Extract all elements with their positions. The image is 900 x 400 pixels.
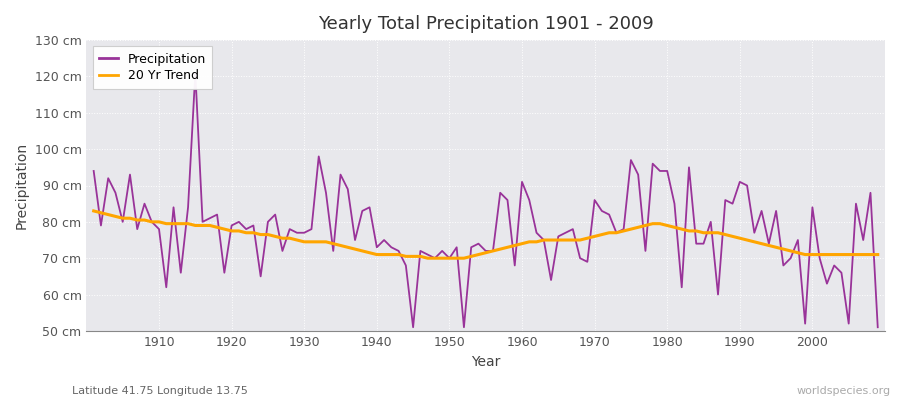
- Y-axis label: Precipitation: Precipitation: [15, 142, 29, 229]
- Text: Latitude 41.75 Longitude 13.75: Latitude 41.75 Longitude 13.75: [72, 386, 248, 396]
- 20 Yr Trend: [524, 240, 535, 244]
- 20 Yr Trend: [306, 240, 317, 244]
- Text: worldspecies.org: worldspecies.org: [796, 386, 891, 396]
- Line: 20 Yr Trend: 20 Yr Trend: [94, 211, 878, 258]
- Precipitation: [408, 325, 418, 330]
- Line: Precipitation: Precipitation: [94, 73, 878, 327]
- X-axis label: Year: Year: [471, 355, 500, 369]
- Precipitation: [357, 208, 368, 213]
- 20 Yr Trend: [88, 208, 99, 213]
- Precipitation: [313, 154, 324, 159]
- Precipitation: [524, 198, 535, 202]
- 20 Yr Trend: [147, 220, 158, 224]
- 20 Yr Trend: [611, 230, 622, 235]
- Legend: Precipitation, 20 Yr Trend: Precipitation, 20 Yr Trend: [93, 46, 212, 89]
- Precipitation: [531, 230, 542, 235]
- Precipitation: [618, 227, 629, 232]
- Precipitation: [872, 325, 883, 330]
- 20 Yr Trend: [349, 247, 360, 252]
- Title: Yearly Total Precipitation 1901 - 2009: Yearly Total Precipitation 1901 - 2009: [318, 15, 653, 33]
- Precipitation: [88, 168, 99, 173]
- 20 Yr Trend: [517, 241, 527, 246]
- Precipitation: [190, 70, 201, 75]
- 20 Yr Trend: [422, 256, 433, 260]
- Precipitation: [147, 220, 158, 224]
- 20 Yr Trend: [872, 252, 883, 257]
